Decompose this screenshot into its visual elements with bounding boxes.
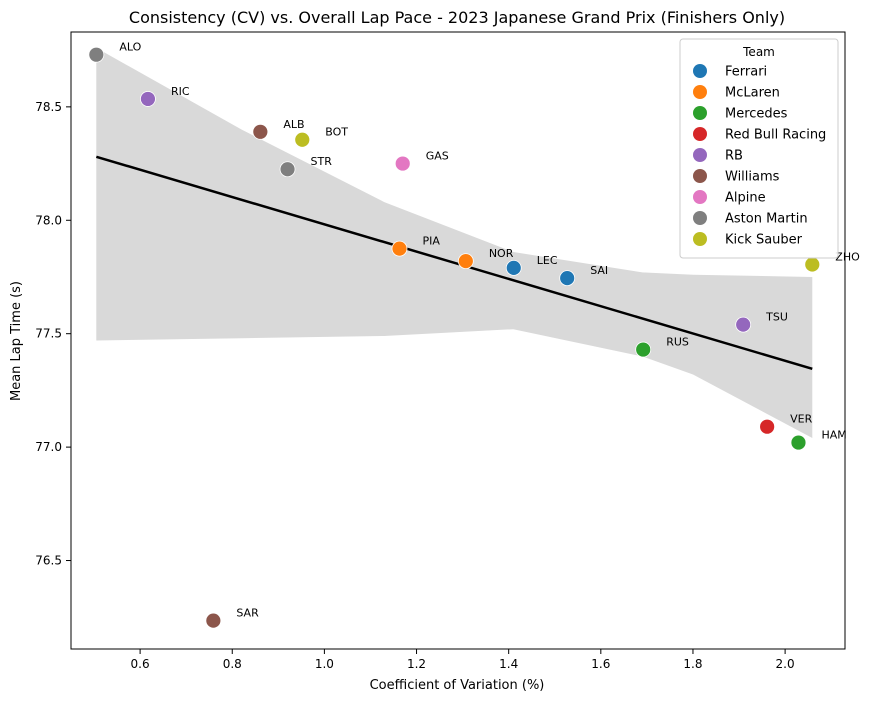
data-point-str — [279, 161, 296, 178]
point-label-str: STR — [311, 155, 333, 168]
point-label-sar: SAR — [236, 607, 259, 620]
x-tick-label: 1.0 — [315, 657, 334, 671]
data-point-pia — [391, 240, 408, 257]
y-axis-label: Mean Lap Time (s) — [9, 281, 24, 401]
point-label-lec: LEC — [537, 254, 558, 267]
legend-marker — [693, 232, 707, 246]
x-tick-label: 1.6 — [591, 657, 610, 671]
x-tick-label: 1.2 — [407, 657, 426, 671]
data-point-bot — [294, 131, 311, 148]
data-point-alo — [88, 46, 105, 63]
point-label-rus: RUS — [666, 336, 689, 349]
point-label-tsu: TSU — [765, 311, 788, 324]
confidence-band-layer — [96, 47, 813, 439]
legend-entry-label: Aston Martin — [725, 212, 808, 227]
data-point-sai — [559, 270, 576, 287]
point-label-gas: GAS — [426, 150, 449, 163]
legend-entry-label: Williams — [725, 170, 780, 185]
axes-layer — [70, 31, 846, 650]
data-point-ver — [759, 418, 776, 435]
point-label-ver: VER — [790, 413, 812, 426]
legend-entry-label: Mercedes — [725, 107, 788, 122]
points-layer — [88, 46, 821, 629]
legend-marker — [693, 190, 707, 204]
confidence-band — [96, 47, 813, 439]
y-tick-label: 76.5 — [35, 554, 62, 568]
legend-marker — [693, 106, 707, 120]
legend-marker — [693, 127, 707, 141]
y-tick-label: 78.0 — [35, 213, 62, 227]
point-labels-layer: ALO RIC ALB BOT STR GAS PIA NOR LEC SAI ZHO TSU RUS V… — [119, 41, 860, 620]
x-tick-label: 0.8 — [223, 657, 242, 671]
point-label-zho: ZHO — [835, 251, 860, 264]
chart-title: Consistency (CV) vs. Overall Lap Pace - … — [129, 8, 785, 27]
x-tick-label: 0.6 — [131, 657, 150, 671]
x-axis-label: Coefficient of Variation (%) — [370, 678, 545, 693]
data-point-ham — [790, 434, 807, 451]
legend-marker — [693, 85, 707, 99]
legend-entry-label: Red Bull Racing — [725, 128, 826, 143]
point-label-alb: ALB — [283, 118, 304, 131]
point-label-alo: ALO — [119, 41, 141, 54]
data-point-rus — [635, 341, 652, 358]
legend-entry-label: McLaren — [725, 86, 780, 101]
legend-entry-label: Ferrari — [725, 65, 767, 80]
ticks-layer: 0.6 0.8 1.0 1.2 1.4 1.6 1.8 2.0 76.5 77.0 77.5 78.0… — [35, 100, 794, 671]
data-point-nor — [457, 253, 474, 270]
x-tick-label: 2.0 — [776, 657, 795, 671]
trendline-layer — [95, 155, 813, 371]
y-tick-label: 78.5 — [35, 100, 62, 114]
legend-marker — [693, 148, 707, 162]
x-tick-label: 1.8 — [683, 657, 702, 671]
point-label-ham: HAM — [821, 429, 846, 442]
legend-marker — [693, 64, 707, 78]
data-point-alb — [252, 123, 269, 140]
data-point-tsu — [735, 316, 752, 333]
point-label-nor: NOR — [489, 247, 514, 260]
legend-entry-label: RB — [725, 149, 743, 164]
point-label-sai: SAI — [590, 264, 608, 277]
data-point-sar — [205, 612, 222, 629]
y-tick-label: 77.5 — [35, 327, 62, 341]
x-tick-label: 1.4 — [499, 657, 518, 671]
data-point-zho — [804, 256, 821, 273]
data-point-lec — [505, 260, 522, 276]
point-label-bot: BOT — [325, 126, 348, 139]
plot-frame — [70, 31, 846, 650]
legend-box — [679, 38, 839, 259]
data-point-gas — [394, 155, 411, 172]
legend-entry-label: Alpine — [725, 191, 766, 206]
y-tick-label: 77.0 — [35, 440, 62, 454]
legend-marker — [693, 169, 707, 183]
point-label-pia: PIA — [422, 235, 440, 248]
legend-entry-label: Kick Sauber — [725, 233, 803, 248]
legend-marker — [693, 211, 707, 225]
data-point-ric — [140, 91, 156, 107]
legend: Team Ferrari McLaren Mercedes Red Bull Racin… — [679, 38, 839, 259]
point-label-ric: RIC — [171, 85, 190, 98]
legend-title: Team — [742, 45, 775, 59]
regression-line — [95, 155, 813, 371]
